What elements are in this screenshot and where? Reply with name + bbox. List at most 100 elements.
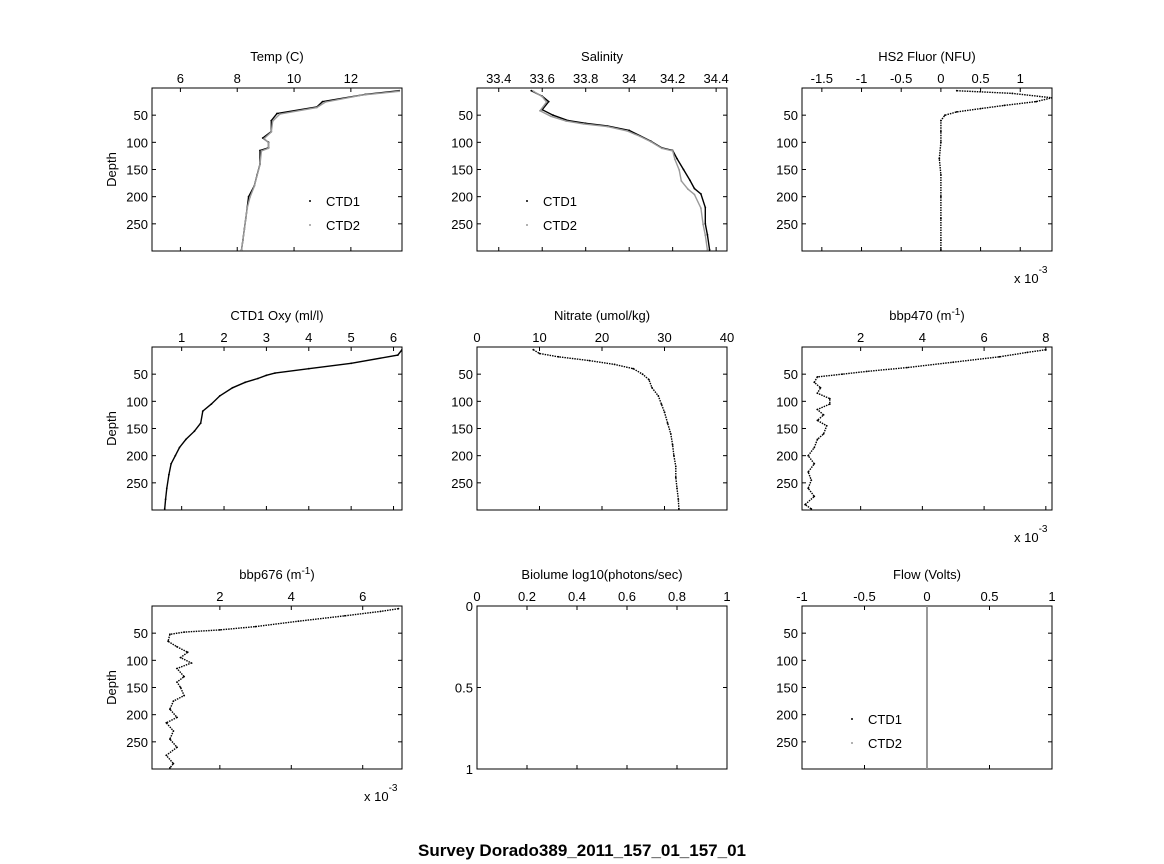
data-point [674,476,677,479]
data-point [641,373,644,376]
subplot-6: bbp470 (m-1) 2 4 6 8 50 100 150 200 250 x 10-3 [776,307,1053,545]
data-point [176,645,178,648]
data-point [532,90,535,93]
data-point [807,454,810,457]
data-point [271,120,274,122]
legend-marker [526,200,528,202]
y-tick-label: 250 [126,217,148,232]
data-point [813,381,816,384]
data-point [539,109,541,112]
data-point [650,140,652,143]
subplot-2: Salinity 33.4 33.6 33.8 34 34.2 34.4 50 100 150 20… [451,49,729,252]
x-tick-label: 0.4 [568,589,586,604]
x-tick-label: 0.8 [668,589,686,604]
data-point [201,410,204,412]
data-point [185,438,187,441]
data-point [263,137,266,140]
data-point [219,629,221,631]
series-line-1 [532,349,680,509]
data-point [819,386,822,389]
data-point [270,131,273,133]
y-tick-label: 250 [126,476,148,491]
data-point [810,479,813,481]
x-tick-label: 1 [1048,589,1055,604]
y-tick-label: 250 [776,217,798,232]
data-point [244,218,247,220]
data-point [179,686,182,689]
multiplier-exponent: -3 [389,783,398,794]
data-point [704,222,707,225]
y-tick-label: 250 [776,735,798,750]
axes-box [151,605,403,770]
data-point [172,762,175,765]
y-tick-label: 150 [126,163,148,178]
axis-title: Temp (C) [250,49,303,64]
data-point [545,101,548,103]
legend-marker [526,224,528,226]
data-point [552,114,554,117]
title-superscript: -1 [951,307,960,318]
data-point [841,373,843,376]
x-axis-multiplier: x 10-3 [364,783,398,804]
y-tick-label: 200 [776,449,798,464]
data-point [588,359,591,362]
y-tick-label: 100 [126,394,148,409]
data-point [666,422,669,424]
data-point [1011,92,1014,95]
data-point [628,129,631,132]
axis-title: bbp470 (m-1) [889,307,964,323]
data-point [169,767,171,769]
data-point [816,419,819,422]
data-point [678,508,680,510]
y-tick-label: 200 [776,190,798,205]
data-point [816,408,819,411]
data-point [547,100,550,103]
data-point [246,207,249,210]
subplot-5: Nitrate (umol/kg) 0 10 20 30 40 50 100 150 200 250 [451,308,734,511]
x-tick-label: 10 [287,71,301,86]
data-point [700,207,702,210]
legend-marker [309,224,311,226]
data-point [398,90,401,93]
legend-entry: CTD2 [543,218,577,233]
figure-title: Survey Dorado389_2011_157_01_157_01 [418,841,746,860]
data-point [682,168,685,171]
data-point [906,366,908,369]
axes-box [801,346,1053,511]
y-tick-label: 150 [776,422,798,437]
data-point [804,503,806,506]
data-point [674,465,677,468]
data-point [704,234,707,237]
data-point [243,228,246,231]
subplot-9: Flow (Volts)-1 -0.5 0 0.5 150100150200250CTD… [776,567,1056,770]
data-point [565,120,567,122]
data-point [700,193,702,195]
y-tick-label: 0 [466,599,473,614]
series-line-1 [165,608,399,769]
data-point [606,125,609,128]
data-point [1026,351,1029,354]
data-point [669,433,672,435]
axis-title: Salinity [581,49,623,64]
data-point [270,119,273,122]
axis-title: Biolume log10(photons/sec) [521,567,682,582]
y-tick-label: 50 [134,108,148,123]
x-tick-label: 0.2 [518,589,536,604]
data-point [1003,104,1006,107]
data-point [265,374,268,377]
legend-entry: CTD1 [326,194,360,209]
data-point [172,700,175,702]
data-point [979,107,982,110]
data-point [199,422,202,424]
data-point [940,119,942,122]
y-tick-label: 200 [776,708,798,723]
data-point [938,157,941,160]
y-tick-label: 250 [126,735,148,750]
data-point [218,395,221,397]
axes-box [476,87,728,252]
data-point [807,487,810,490]
data-point [651,386,653,389]
x-tick-label: 4 [305,330,312,345]
data-point [167,640,170,643]
series-line-1 [164,349,402,509]
